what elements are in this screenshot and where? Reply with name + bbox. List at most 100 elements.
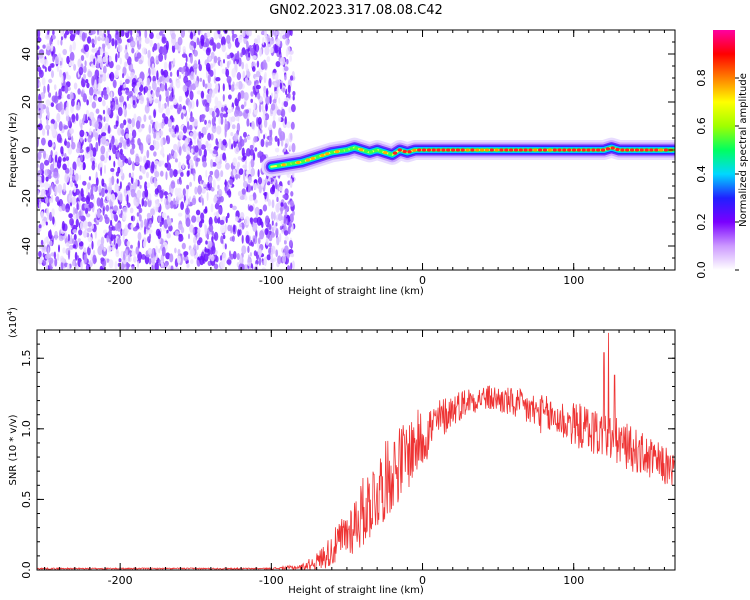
- noise-speckle: [168, 97, 174, 102]
- noise-speckle: [191, 197, 197, 206]
- noise-speckle: [263, 91, 267, 99]
- noise-speckle: [237, 92, 241, 102]
- noise-speckle: [123, 119, 127, 126]
- noise-speckle: [98, 185, 102, 193]
- noise-speckle: [137, 138, 141, 146]
- noise-speckle: [268, 242, 272, 248]
- noise-speckle: [49, 211, 53, 222]
- noise-speckle: [205, 169, 208, 178]
- noise-speckle: [116, 178, 119, 185]
- noise-speckle: [204, 119, 207, 125]
- noise-speckle: [48, 257, 54, 265]
- noise-speckle: [72, 175, 75, 181]
- noise-speckle: [210, 51, 215, 60]
- noise-speckle: [157, 215, 162, 223]
- signal-trace-peak: [421, 148, 427, 152]
- noise-speckle: [256, 216, 262, 226]
- noise-speckle: [233, 251, 237, 260]
- noise-speckle: [125, 263, 131, 268]
- noise-speckle: [163, 69, 169, 78]
- noise-speckle: [279, 131, 285, 141]
- noise-speckle: [138, 214, 142, 222]
- noise-speckle: [171, 44, 176, 53]
- noise-speckle: [37, 66, 42, 72]
- signal-trace-peak: [402, 149, 407, 154]
- noise-speckle: [219, 219, 225, 225]
- noise-speckle: [86, 99, 89, 106]
- noise-speckle: [234, 60, 237, 71]
- noise-speckle: [277, 202, 279, 212]
- noise-speckle: [286, 265, 291, 270]
- noise-speckle: [65, 208, 70, 213]
- noise-speckle: [38, 201, 42, 210]
- noise-speckle: [288, 106, 292, 113]
- noise-speckle: [271, 92, 273, 99]
- noise-speckle: [48, 92, 52, 98]
- noise-speckle: [202, 99, 205, 105]
- noise-speckle: [147, 247, 153, 255]
- noise-speckle: [197, 140, 202, 149]
- noise-speckle: [289, 178, 293, 189]
- signal-trace-peak: [305, 158, 311, 162]
- noise-speckle: [172, 169, 178, 178]
- noise-speckle: [147, 198, 152, 208]
- noise-speckle: [79, 129, 85, 138]
- noise-speckle: [219, 255, 223, 261]
- noise-speckle: [273, 224, 277, 231]
- noise-speckle: [111, 246, 115, 251]
- noise-speckle: [159, 149, 164, 156]
- noise-speckle: [271, 199, 275, 209]
- noise-speckle: [136, 81, 141, 88]
- noise-speckle: [268, 78, 272, 88]
- noise-speckle: [224, 105, 227, 112]
- noise-speckle: [105, 204, 110, 212]
- noise-speckle: [185, 217, 191, 228]
- noise-speckle: [115, 53, 118, 63]
- noise-speckle: [112, 79, 117, 89]
- noise-speckle: [211, 124, 217, 134]
- noise-speckle: [69, 44, 73, 53]
- noise-speckle: [142, 240, 147, 248]
- noise-speckle: [48, 78, 53, 84]
- noise-speckle: [269, 95, 272, 105]
- noise-speckle: [146, 212, 151, 219]
- noise-speckle: [198, 148, 202, 157]
- noise-speckle: [205, 38, 210, 48]
- noise-speckle: [166, 200, 169, 206]
- signal-trace-peak: [281, 163, 286, 167]
- noise-speckle: [241, 188, 246, 195]
- noise-speckle: [245, 234, 250, 244]
- noise-speckle: [45, 197, 49, 204]
- noise-speckle: [165, 171, 168, 181]
- noise-speckle: [167, 97, 170, 108]
- noise-speckle: [220, 116, 224, 125]
- noise-speckle: [144, 37, 150, 44]
- noise-speckle: [253, 38, 258, 45]
- noise-speckle: [173, 143, 178, 151]
- noise-speckle: [78, 210, 82, 218]
- signal-trace-peak: [542, 148, 548, 152]
- noise-speckle: [221, 44, 226, 53]
- noise-speckle: [138, 175, 143, 180]
- noise-speckle: [104, 214, 108, 220]
- noise-speckle: [254, 199, 258, 204]
- noise-speckle: [252, 66, 256, 72]
- noise-speckle: [87, 36, 92, 44]
- snr-scale-exponent: 4: [6, 310, 14, 315]
- noise-speckle: [161, 36, 167, 44]
- noise-speckle: [94, 96, 98, 102]
- noise-speckle: [135, 155, 140, 165]
- noise-speckle: [145, 171, 150, 179]
- noise-speckle: [291, 104, 296, 113]
- noise-speckle: [160, 170, 164, 177]
- noise-speckle: [169, 168, 174, 178]
- noise-speckle: [257, 128, 261, 139]
- noise-speckle: [132, 161, 135, 171]
- noise-speckle: [46, 110, 50, 120]
- noise-speckle: [98, 70, 104, 75]
- noise-speckle: [262, 114, 266, 121]
- noise-speckle: [53, 171, 59, 179]
- noise-speckle: [262, 59, 267, 69]
- noise-speckle: [237, 229, 241, 237]
- noise-speckle: [93, 58, 96, 66]
